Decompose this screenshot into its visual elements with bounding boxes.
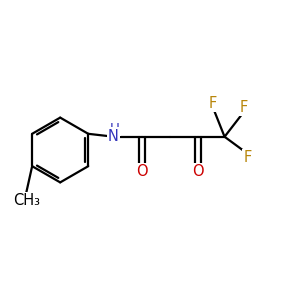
Text: O: O [192, 164, 204, 179]
Text: O: O [136, 164, 148, 179]
Text: CH₃: CH₃ [13, 193, 40, 208]
Text: N: N [108, 129, 119, 144]
Text: F: F [209, 96, 217, 111]
Text: F: F [240, 100, 248, 115]
Text: H: H [110, 122, 120, 135]
Text: F: F [243, 150, 252, 165]
